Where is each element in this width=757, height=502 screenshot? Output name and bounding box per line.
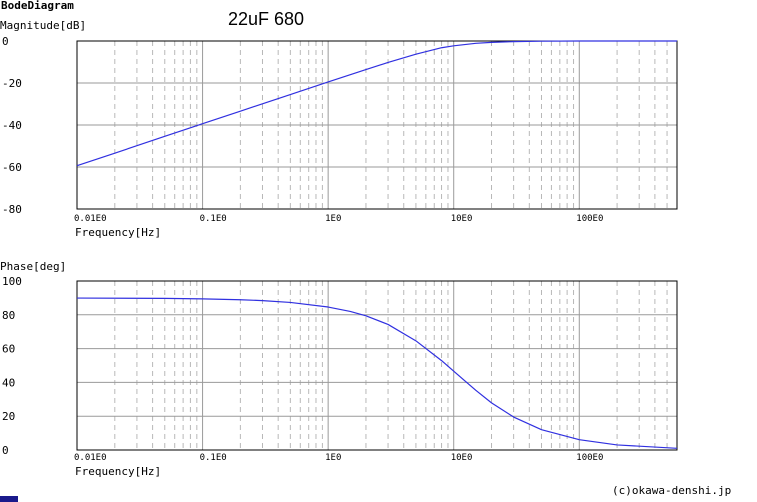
plot-frame [76,280,678,451]
magnitude-ylabel: Magnitude[dB] [0,19,87,32]
annotation-label: 22uF 680 [228,9,305,29]
x-tick-label: 10E0 [451,214,473,224]
y-tick-label: 20 [2,410,15,423]
y-tick-label: -20 [2,77,22,90]
magnitude-xlabel: Frequency[Hz] [75,226,162,239]
x-tick-label: 100E0 [576,453,603,463]
x-tick-label: 100E0 [576,214,603,224]
x-tick-label: 1E0 [325,453,341,463]
plot-frame [76,40,678,210]
x-tick-label: 1E0 [325,214,341,224]
y-tick-label: 40 [2,376,15,389]
phase-xlabel: Frequency[Hz] [75,465,162,478]
y-tick-label: 0 [2,35,9,48]
y-tick-label: -40 [2,119,22,132]
y-tick-label: 60 [2,343,15,356]
y-tick-label: 80 [2,309,15,322]
y-tick-label: 100 [2,275,22,288]
y-tick-label: -60 [2,161,22,174]
y-tick-label: -80 [2,203,22,216]
phase-plot: 100 80 60 40 20 0 0.01E0 0.1E0 1E0 10E0 100E0 [2,275,678,463]
x-tick-label: 0.1E0 [200,214,227,224]
magnitude-curve [76,40,677,167]
x-tick-label: 0.01E0 [74,453,107,463]
phase-ylabel: Phase[deg] [0,260,67,273]
x-tick-label: 0.01E0 [74,214,107,224]
x-tick-label: 0.1E0 [200,453,227,463]
copyright-text: (c)okawa-denshi.jp [612,484,732,497]
phase-curve [76,297,678,449]
y-tick-label: 0 [2,444,9,457]
app-title: BodeDiagram [1,0,74,12]
corner-mark [0,496,18,502]
magnitude-plot: 0 -20 -40 -60 -80 0.01E0 0.1E0 1E0 10E0 100E0 [2,35,678,224]
x-tick-label: 10E0 [451,453,473,463]
